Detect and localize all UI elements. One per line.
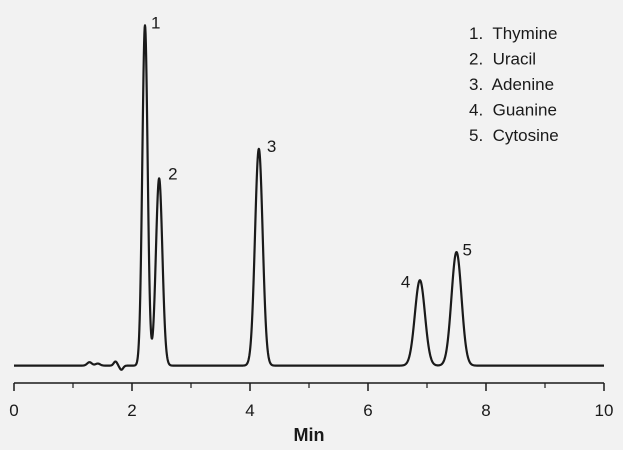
peak-labels: 1 2 3 4 5 [151, 14, 472, 292]
chromatogram-trace [13, 24, 605, 371]
x-tick-label: 10 [595, 401, 614, 420]
legend-item: 5. Cytosine [469, 126, 559, 145]
x-axis-tick-labels: 0 2 4 6 8 10 [9, 401, 613, 420]
peak-label-3: 3 [267, 137, 276, 156]
peak-label-4: 4 [401, 273, 410, 292]
x-tick-label: 2 [127, 401, 136, 420]
legend-item: 4. Guanine [469, 101, 557, 120]
legend-item: 1. Thymine [469, 24, 558, 43]
x-tick-label: 0 [9, 401, 18, 420]
x-tick-label: 6 [363, 401, 372, 420]
peak-label-2: 2 [168, 165, 177, 184]
x-tick-label: 4 [245, 401, 254, 420]
legend-item: 3. Adenine [469, 75, 554, 94]
x-axis-title: Min [294, 425, 325, 445]
peak-label-1: 1 [151, 14, 160, 33]
x-tick-label: 8 [481, 401, 490, 420]
x-axis-ticks [13, 383, 605, 391]
legend: 1. Thymine 2. Uracil 3. Adenine 4. Guanine 5… [469, 24, 559, 145]
peak-label-5: 5 [463, 240, 472, 259]
legend-item: 2. Uracil [469, 50, 536, 69]
